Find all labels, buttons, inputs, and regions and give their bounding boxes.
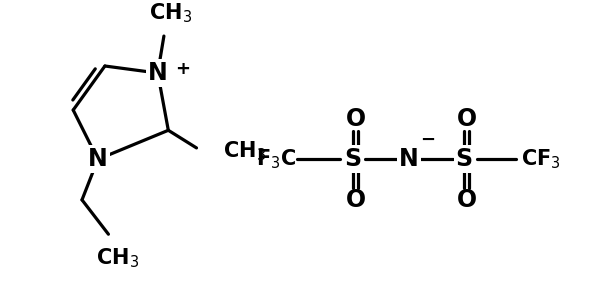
Text: CF$_3$: CF$_3$ [521,148,560,171]
Text: F$_3$C: F$_3$C [256,148,296,171]
Text: CH$_3$: CH$_3$ [149,2,192,25]
Text: CH$_3$: CH$_3$ [223,140,266,163]
Text: O: O [345,188,366,212]
Text: N: N [88,147,107,171]
Text: N: N [148,61,168,85]
Text: S: S [456,147,473,171]
Text: N: N [399,147,419,171]
Text: +: + [175,60,190,78]
Text: O: O [345,107,366,131]
Text: O: O [456,188,476,212]
Text: CH$_3$: CH$_3$ [96,247,139,270]
Text: O: O [456,107,476,131]
Text: S: S [345,147,362,171]
Text: −: − [421,131,436,149]
